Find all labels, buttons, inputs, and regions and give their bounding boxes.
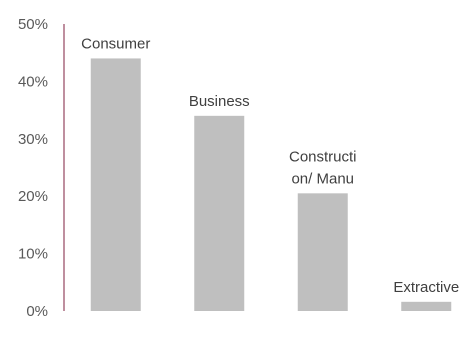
bar — [194, 115, 245, 311]
y-tick-label: 0% — [26, 303, 48, 320]
category-labels: Consumer Business Constructi on/ Manu Extrac… — [81, 35, 459, 295]
bar — [297, 193, 348, 311]
category-label: Constructi on/ Manu — [289, 148, 357, 187]
y-tick-label: 30% — [18, 131, 48, 148]
category-label: Extractive — [393, 279, 459, 296]
y-tick-label: 10% — [18, 246, 48, 263]
bar — [401, 301, 452, 311]
category-label: Consumer — [81, 35, 150, 52]
y-tick-label: 40% — [18, 73, 48, 90]
bar — [90, 58, 141, 311]
y-tick-label: 20% — [18, 188, 48, 205]
category-label: Business — [189, 93, 250, 110]
y-axis-ticks: 0% 10% 20% 30% 40% 50% — [18, 16, 48, 320]
y-tick-label: 50% — [18, 16, 48, 33]
bars-group — [90, 58, 452, 311]
